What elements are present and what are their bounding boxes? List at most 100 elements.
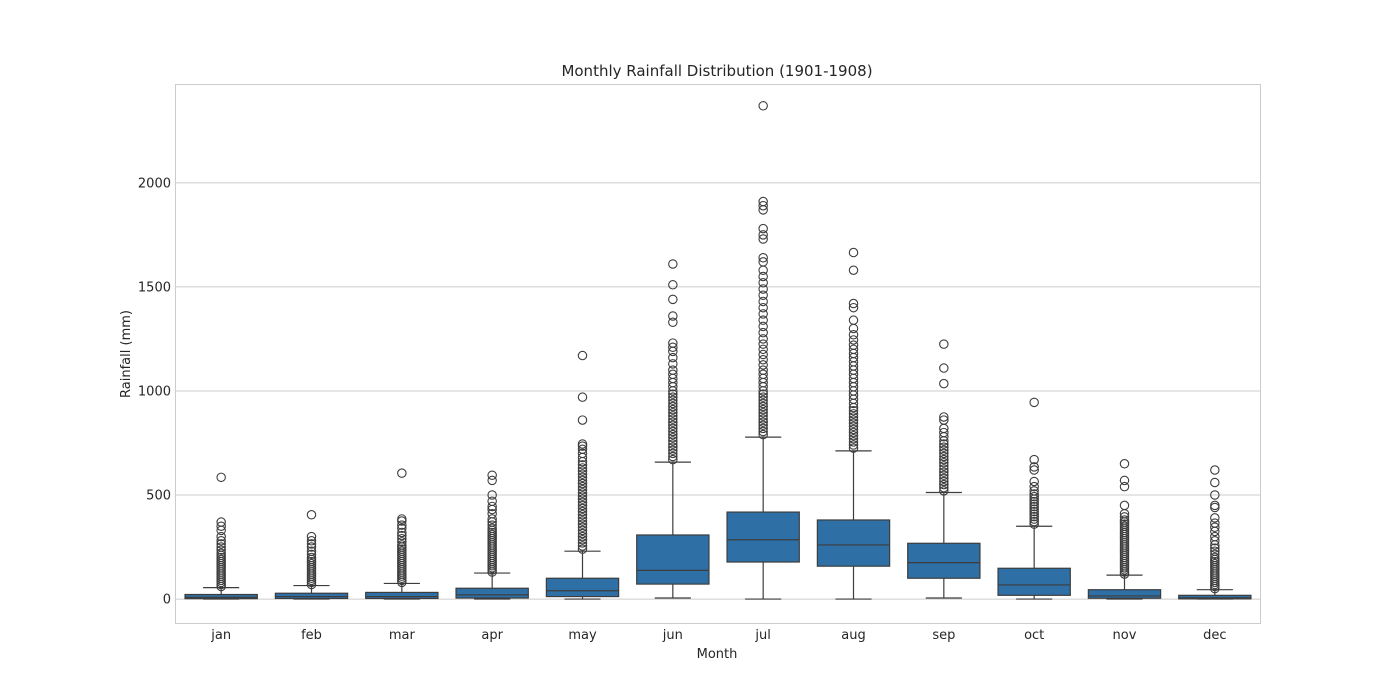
- outlier-dec-21: [1210, 531, 1220, 542]
- outlier-sep-9: [939, 457, 949, 468]
- outlier-may-34: [577, 415, 588, 425]
- outlier-jan-23: [216, 521, 226, 531]
- outlier-may-20: [577, 481, 588, 492]
- outlier-may-19: [577, 485, 588, 495]
- outlier-jun-4: [668, 442, 678, 452]
- outlier-aug-7: [848, 421, 859, 432]
- y-axis-label: Rainfall (mm): [119, 310, 134, 398]
- outlier-may-22: [577, 475, 588, 486]
- outlier-oct-13: [1029, 486, 1039, 496]
- outlier-jul-30: [758, 302, 768, 313]
- x-tick-label-nov: nov: [1113, 628, 1137, 643]
- outlier-sep-3: [939, 476, 949, 487]
- box-group-jul: [726, 101, 800, 600]
- outlier-apr-30: [487, 475, 497, 486]
- outlier-nov-29: [1119, 500, 1130, 511]
- outlier-sep-18: [939, 427, 949, 438]
- outlier-sep-12: [939, 448, 949, 459]
- outlier-jan-21: [216, 531, 226, 542]
- outlier-jul-44: [758, 196, 768, 207]
- outlier-oct-7: [1029, 501, 1039, 512]
- outlier-jun-2: [668, 448, 678, 459]
- outlier-jun-32: [668, 338, 678, 348]
- outlier-nov-32: [1119, 459, 1130, 469]
- outlier-aug-28: [848, 340, 859, 350]
- outlier-jun-0: [668, 454, 678, 465]
- plot-area-frame: [175, 84, 1261, 624]
- box-group-feb: [274, 510, 349, 600]
- outlier-oct-6: [1029, 504, 1039, 514]
- outlier-jun-26: [668, 369, 678, 380]
- outlier-feb-18: [306, 536, 317, 546]
- outlier-jun-11: [668, 420, 678, 431]
- y-tick-label-2000: 2000: [138, 176, 171, 191]
- outlier-sep-23: [939, 363, 949, 373]
- outlier-jul-21: [758, 354, 768, 365]
- outlier-oct-15: [1029, 476, 1039, 487]
- outlier-feb-17: [306, 539, 317, 549]
- outlier-jun-6: [668, 436, 678, 446]
- x-tick-label-aug: aug: [841, 628, 865, 643]
- box-aug: [816, 519, 891, 567]
- outlier-sep-14: [939, 442, 949, 452]
- outlier-jul-8: [758, 404, 768, 415]
- outlier-jul-10: [758, 398, 768, 409]
- outlier-dec-16: [1210, 549, 1220, 560]
- outlier-jul-19: [758, 365, 768, 375]
- outlier-mar-27: [397, 468, 407, 478]
- outlier-may-33: [577, 439, 588, 449]
- outlier-jul-13: [758, 389, 768, 399]
- box-group-dec: [1178, 465, 1252, 600]
- outlier-jul-11: [758, 395, 768, 406]
- outlier-mar-19: [397, 537, 407, 547]
- outlier-may-31: [577, 444, 588, 454]
- outlier-mar-21: [397, 530, 407, 541]
- box-jan: [184, 593, 258, 600]
- box-group-sep: [907, 339, 981, 599]
- outlier-sep-1: [939, 482, 949, 493]
- outlier-jun-33: [668, 317, 678, 328]
- box-apr: [455, 587, 529, 599]
- outlier-aug-0: [848, 443, 859, 453]
- outlier-sep-7: [939, 464, 949, 474]
- outlier-may-21: [577, 478, 588, 489]
- outlier-apr-22: [487, 520, 497, 530]
- outlier-jun-9: [668, 426, 678, 437]
- outlier-jun-12: [668, 417, 678, 427]
- outlier-oct-9: [1029, 496, 1039, 507]
- outlier-sep-11: [939, 451, 949, 462]
- outlier-jan-20: [216, 536, 226, 546]
- outlier-nov-31: [1119, 475, 1130, 486]
- outlier-jun-21: [668, 389, 678, 399]
- outlier-aug-3: [848, 434, 859, 444]
- x-tick-label-mar: mar: [389, 628, 416, 643]
- outlier-feb-13: [306, 552, 317, 563]
- outlier-dec-20: [1210, 536, 1220, 546]
- outlier-sep-2: [939, 479, 949, 490]
- outlier-jun-5: [668, 439, 678, 449]
- outlier-may-3: [577, 535, 588, 545]
- y-axis-ticks: 0 500 1000 1500 2000: [138, 176, 171, 607]
- outlier-jun-34: [668, 311, 678, 321]
- outlier-dec-25: [1210, 513, 1220, 523]
- outlier-may-25: [577, 466, 588, 476]
- outlier-jan-24: [216, 517, 226, 527]
- outlier-dec-29: [1210, 477, 1220, 488]
- outlier-oct-1: [1029, 516, 1039, 527]
- outlier-apr-31: [487, 470, 497, 480]
- outlier-apr-27: [487, 501, 497, 512]
- outlier-mar-24: [397, 520, 407, 530]
- outlier-dec-18: [1210, 543, 1220, 553]
- box-oct: [997, 567, 1071, 596]
- outlier-may-9: [577, 516, 588, 526]
- outlier-aug-11: [848, 409, 859, 419]
- box-group-jun: [636, 259, 710, 599]
- outlier-jul-38: [758, 252, 768, 263]
- outlier-jul-43: [758, 200, 768, 211]
- outlier-jul-22: [758, 349, 768, 360]
- outlier-jun-29: [668, 352, 678, 363]
- outlier-mar-18: [397, 540, 407, 550]
- outlier-dec-15: [1210, 552, 1220, 563]
- box-group-may: [545, 350, 620, 600]
- outlier-sep-15: [939, 439, 949, 449]
